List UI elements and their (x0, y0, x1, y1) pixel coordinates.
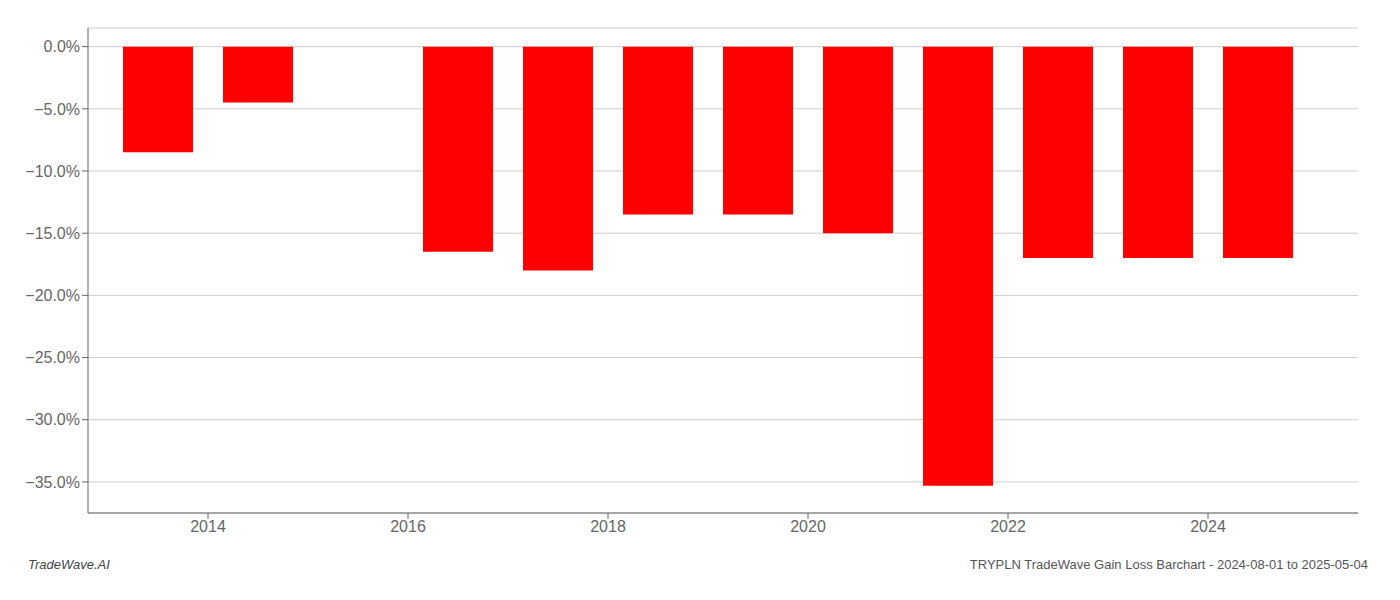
svg-text:2016: 2016 (390, 518, 426, 535)
html-text:TradeWave.AI: TradeWave.AI (28, 557, 110, 572)
svg-text:−5.0%: −5.0% (34, 101, 80, 118)
svg-text:0.0%: 0.0% (44, 38, 80, 55)
svg-text:2018: 2018 (590, 518, 626, 535)
svg-text:−35.0%: −35.0% (25, 474, 80, 491)
svg-text:−20.0%: −20.0% (25, 287, 80, 304)
svg-text:−10.0%: −10.0% (25, 163, 80, 180)
svg-text:2014: 2014 (190, 518, 226, 535)
svg-text:−30.0%: −30.0% (25, 411, 80, 428)
html-text:TRYPLN TradeWave Gain Loss Bar: TRYPLN TradeWave Gain Loss Barchart - 20… (969, 557, 1368, 572)
svg-text:2020: 2020 (790, 518, 826, 535)
svg-text:−15.0%: −15.0% (25, 225, 80, 242)
svg-text:2022: 2022 (990, 518, 1026, 535)
svg-text:−25.0%: −25.0% (25, 349, 80, 366)
svg-text:2024: 2024 (1190, 518, 1226, 535)
